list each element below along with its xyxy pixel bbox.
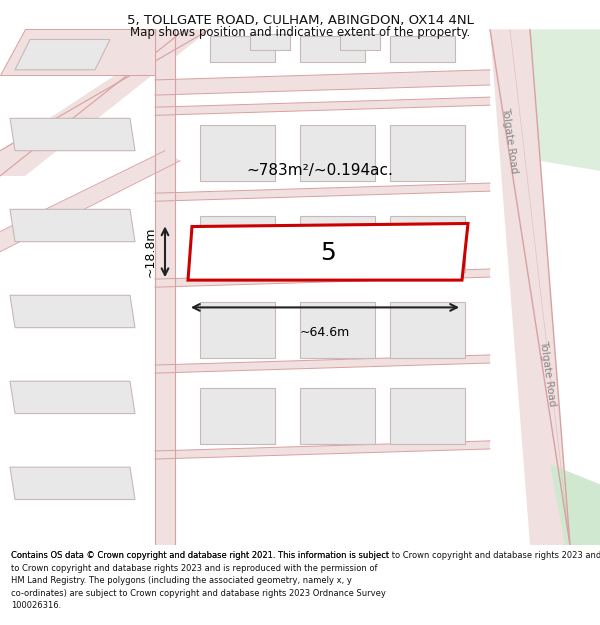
Text: ~18.8m: ~18.8m — [144, 226, 157, 277]
Text: Contains OS data © Crown copyright and database right 2021. This information is : Contains OS data © Crown copyright and d… — [11, 551, 600, 560]
Polygon shape — [155, 97, 490, 115]
Polygon shape — [10, 467, 135, 499]
Text: 100026316.: 100026316. — [11, 601, 61, 610]
Text: to Crown copyright and database rights 2023 and is reproduced with the permissio: to Crown copyright and database rights 2… — [11, 564, 377, 572]
Polygon shape — [188, 224, 468, 280]
Text: Tolgate Road: Tolgate Road — [538, 339, 557, 407]
Polygon shape — [300, 36, 365, 62]
Polygon shape — [390, 388, 465, 444]
Polygon shape — [10, 118, 135, 151]
Polygon shape — [200, 302, 275, 358]
Polygon shape — [340, 34, 380, 49]
Text: ~783m²/~0.194ac.: ~783m²/~0.194ac. — [247, 163, 394, 178]
Polygon shape — [390, 126, 465, 181]
Text: co-ordinates) are subject to Crown copyright and database rights 2023 Ordnance S: co-ordinates) are subject to Crown copyr… — [11, 589, 386, 598]
Polygon shape — [490, 29, 570, 545]
Polygon shape — [155, 355, 490, 373]
Polygon shape — [155, 29, 175, 545]
Polygon shape — [390, 36, 455, 62]
Text: 5: 5 — [320, 241, 335, 264]
Polygon shape — [390, 302, 465, 358]
Text: HM Land Registry. The polygons (including the associated geometry, namely x, y: HM Land Registry. The polygons (includin… — [11, 576, 352, 585]
Text: Tolgate Road: Tolgate Road — [500, 107, 520, 174]
Polygon shape — [155, 70, 490, 95]
Polygon shape — [530, 29, 600, 171]
Polygon shape — [300, 388, 375, 444]
Polygon shape — [0, 151, 180, 252]
Polygon shape — [0, 29, 210, 176]
Polygon shape — [155, 269, 490, 288]
Polygon shape — [390, 216, 465, 272]
Text: 5, TOLLGATE ROAD, CULHAM, ABINGDON, OX14 4NL: 5, TOLLGATE ROAD, CULHAM, ABINGDON, OX14… — [127, 14, 473, 27]
Polygon shape — [550, 464, 600, 545]
Polygon shape — [250, 34, 290, 49]
Polygon shape — [155, 183, 490, 201]
Polygon shape — [210, 36, 275, 62]
Polygon shape — [200, 126, 275, 181]
Polygon shape — [155, 441, 490, 459]
Text: Contains OS data © Crown copyright and database right 2021. This information is : Contains OS data © Crown copyright and d… — [11, 551, 389, 560]
Polygon shape — [10, 295, 135, 328]
Polygon shape — [10, 209, 135, 242]
Polygon shape — [300, 216, 375, 272]
Polygon shape — [200, 216, 275, 272]
Text: ~64.6m: ~64.6m — [300, 326, 350, 339]
Text: Map shows position and indicative extent of the property.: Map shows position and indicative extent… — [130, 26, 470, 39]
Polygon shape — [15, 39, 110, 70]
Polygon shape — [10, 381, 135, 414]
Polygon shape — [200, 388, 275, 444]
Polygon shape — [300, 126, 375, 181]
Polygon shape — [300, 302, 375, 358]
Polygon shape — [0, 29, 155, 75]
